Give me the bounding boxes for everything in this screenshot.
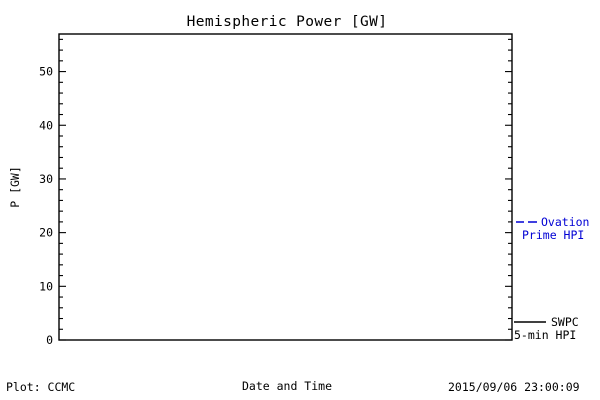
y-tick-label: 50 <box>39 65 53 79</box>
legend-entry-swpc-5min-hpi: SWPC 5-min HPI <box>514 315 579 342</box>
legend-label-swpc-line1: SWPC <box>551 315 579 329</box>
legend: Ovation Prime HPI SWPC 5-min HPI <box>514 215 589 342</box>
y-tick-label: 40 <box>39 118 53 132</box>
legend-label-swpc-line2: 5-min HPI <box>514 328 576 342</box>
legend-label-ovation-line2: Prime HPI <box>522 228 584 242</box>
legend-label-ovation-line1: Ovation <box>541 215 589 229</box>
y-tick-label: 10 <box>39 279 53 293</box>
x-axis-label: Date and Time <box>242 379 332 393</box>
y-tick-label: 0 <box>46 333 53 347</box>
y-tick-label: 20 <box>39 226 53 240</box>
page-title: Hemispheric Power [GW] <box>187 14 388 30</box>
plot-frame <box>58 33 513 341</box>
y-axis-label: P [GW] <box>8 166 22 208</box>
y-axis-tick-labels: 0 10 20 30 40 50 <box>39 65 53 347</box>
legend-entry-ovation-prime-hpi: Ovation Prime HPI <box>516 215 589 242</box>
y-tick-label: 30 <box>39 172 53 186</box>
plot-timestamp: 2015/09/06 23:00:09 <box>448 380 580 394</box>
plot-credit: Plot: CCMC <box>6 380 75 394</box>
